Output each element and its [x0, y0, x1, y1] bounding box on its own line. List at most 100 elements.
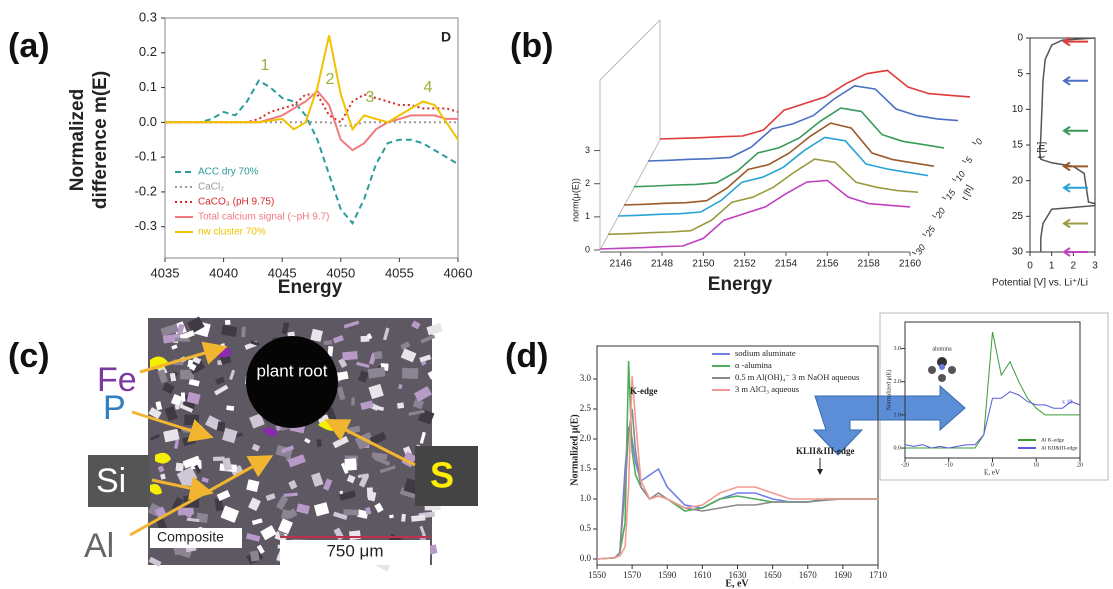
legend-label: Total calcium signal (~pH 9.7)	[198, 212, 329, 223]
time-arrow	[1062, 125, 1088, 136]
grain	[216, 489, 231, 502]
grain	[174, 439, 180, 449]
x-tick-label: 2148	[651, 259, 674, 270]
grain	[251, 518, 263, 526]
grain	[367, 366, 386, 379]
atom	[939, 364, 945, 370]
legend-label: Al K-edge	[1041, 437, 1065, 443]
potential-line	[1039, 37, 1096, 252]
grain	[180, 507, 194, 519]
y-tick-label: -0.3	[135, 218, 157, 233]
y-axis-label: Normalized μ(E)	[569, 414, 580, 485]
grain	[171, 497, 184, 512]
y-tick-label: 1.0	[580, 493, 592, 503]
z-tick	[931, 214, 937, 218]
root-section	[246, 336, 338, 428]
y-axis-label: t [h]	[1037, 141, 1048, 158]
panel-label: (d)	[505, 337, 548, 375]
time-arrow	[1062, 36, 1088, 47]
grain	[411, 320, 421, 330]
grain	[221, 324, 238, 337]
spectrum-line	[633, 107, 945, 188]
grain	[401, 367, 419, 379]
x-tick-label: 1630	[729, 570, 748, 580]
grain	[346, 474, 356, 484]
y-tick-label: 1.5	[580, 463, 592, 473]
grain	[310, 328, 323, 342]
mode-label: Composite	[157, 529, 224, 545]
spectrum-line	[623, 122, 935, 206]
grain	[176, 323, 185, 336]
arrow	[324, 419, 416, 467]
x-tick-label: -20	[901, 462, 909, 468]
grain	[277, 518, 293, 535]
y-tick-label: 5	[1017, 68, 1023, 79]
grain	[366, 487, 374, 498]
y-tick-label: 0.3	[139, 9, 157, 24]
x-tick-label: 3	[1092, 261, 1098, 272]
edge-annotation: K-edge	[630, 386, 658, 396]
y-tick-label: 3.0	[580, 373, 592, 383]
grain	[426, 323, 443, 336]
grain	[249, 413, 265, 429]
arrow	[131, 410, 214, 443]
y-tick-label: 2.5	[580, 403, 592, 413]
grain	[213, 456, 225, 462]
grain	[171, 344, 178, 350]
scale-label: 750 μm	[326, 541, 383, 560]
y-tick-label: 0.5	[580, 523, 592, 533]
peak-annotation: 1	[261, 57, 270, 74]
x-tick-label: 1710	[869, 570, 888, 580]
grain	[336, 386, 346, 401]
time-arrow	[1062, 75, 1088, 86]
grain	[389, 514, 394, 519]
x-tick-label: 4055	[385, 265, 414, 280]
grain	[419, 431, 426, 444]
y-tick-label: 0	[585, 244, 590, 254]
x-tick-label: 1650	[764, 570, 783, 580]
grain	[338, 358, 348, 369]
panel-label: (a)	[8, 27, 50, 65]
y-tick-label: 20	[1012, 175, 1024, 186]
y-tick-label: 0.2	[139, 44, 157, 59]
series-line	[165, 79, 459, 226]
spectrum-line	[647, 84, 959, 162]
grain	[360, 335, 370, 342]
grain	[222, 457, 233, 472]
grain	[408, 409, 425, 416]
x-tick-label: 2158	[858, 259, 881, 270]
grain	[338, 490, 356, 502]
z-tick-label: 10	[953, 169, 967, 183]
grain	[287, 454, 306, 468]
grain	[170, 393, 183, 407]
x-tick-label: 2152	[734, 259, 757, 270]
y-tick-label: 0.1	[139, 79, 157, 94]
x-tick-label: 2	[1071, 261, 1077, 272]
grain	[187, 316, 205, 334]
grain	[332, 511, 348, 521]
spectrum-line	[607, 158, 919, 236]
z-tick	[921, 233, 927, 237]
grain	[148, 556, 162, 567]
time-arrow	[1062, 182, 1088, 193]
edge-annotation: KLII&III-edge	[796, 446, 855, 456]
grain	[250, 340, 260, 347]
atom	[928, 366, 936, 374]
y-tick-label: 0.0	[894, 445, 902, 451]
fe-label: Fe	[97, 361, 137, 399]
x-tick-label: 4045	[268, 265, 297, 280]
grain	[155, 401, 163, 411]
grain	[187, 359, 194, 368]
arrow	[151, 476, 214, 500]
z-axis-label: t [h]	[960, 184, 975, 202]
grain	[224, 319, 231, 326]
panel-label: (b)	[510, 27, 553, 65]
z-tick	[941, 196, 947, 200]
grain	[351, 397, 355, 406]
grain	[249, 550, 260, 562]
grain	[265, 493, 276, 501]
legend-label: 3 m AlCl₃ aqueous	[735, 384, 799, 394]
al-label: Al	[84, 527, 114, 565]
y-axis-label: norm(μ(E))	[570, 178, 580, 222]
grain	[427, 369, 439, 380]
